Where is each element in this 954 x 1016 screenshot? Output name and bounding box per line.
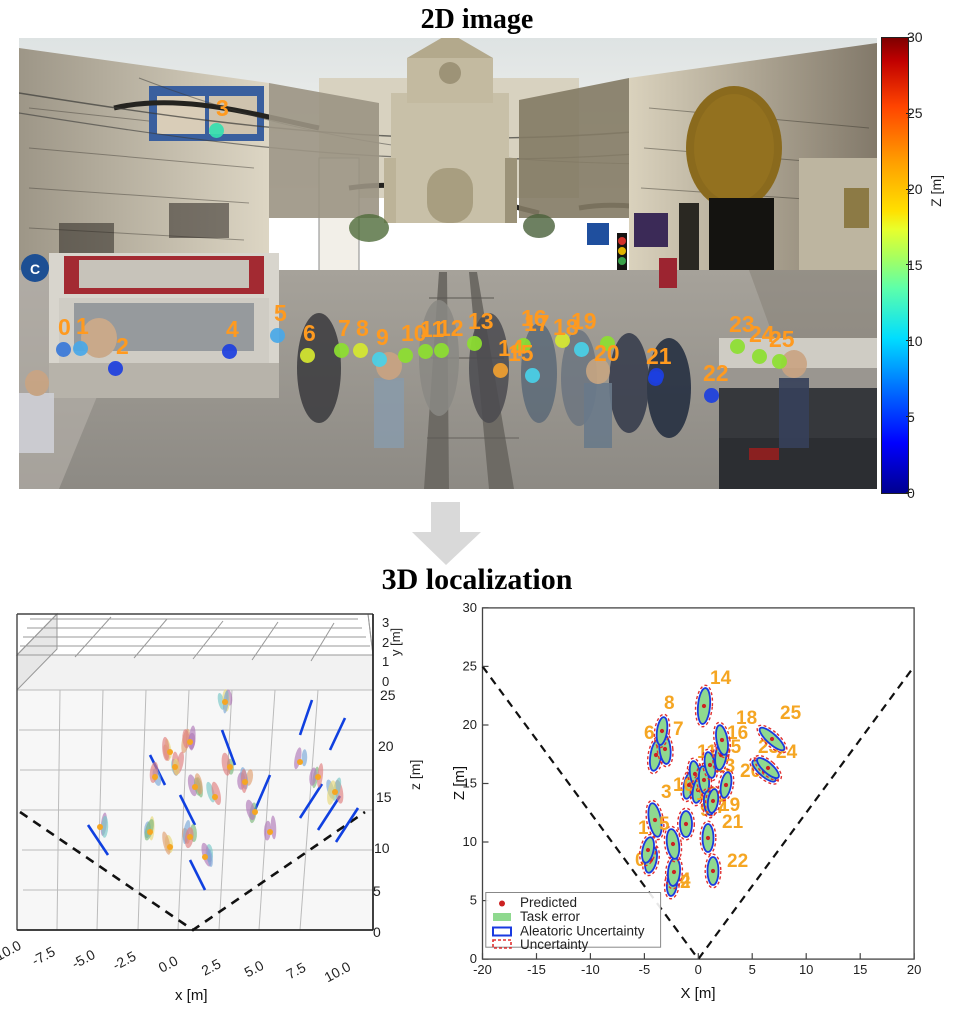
- svg-text:0: 0: [470, 951, 477, 966]
- svg-text:25: 25: [780, 703, 802, 724]
- svg-text:18: 18: [736, 708, 757, 729]
- svg-text:0: 0: [695, 962, 702, 977]
- svg-text:z [m]: z [m]: [407, 760, 423, 790]
- svg-text:-5: -5: [639, 962, 651, 977]
- svg-text:-15: -15: [527, 962, 546, 977]
- svg-text:10: 10: [463, 834, 477, 849]
- svg-text:4: 4: [680, 870, 691, 891]
- svg-text:3: 3: [661, 782, 672, 803]
- svg-text:2.5: 2.5: [199, 955, 224, 978]
- svg-text:10.0: 10.0: [322, 958, 354, 985]
- svg-text:-2.5: -2.5: [110, 948, 139, 974]
- svg-text:6: 6: [644, 723, 655, 744]
- svg-text:10: 10: [799, 962, 813, 977]
- svg-text:Uncertainty: Uncertainty: [520, 937, 589, 952]
- svg-text:-5.0: -5.0: [69, 946, 98, 972]
- svg-text:X [m]: X [m]: [680, 985, 715, 1002]
- svg-text:10: 10: [374, 840, 390, 856]
- svg-text:20: 20: [463, 717, 477, 732]
- svg-text:Predicted: Predicted: [520, 895, 577, 910]
- svg-text:3: 3: [382, 615, 389, 630]
- svg-text:21: 21: [722, 812, 744, 833]
- svg-text:8: 8: [664, 693, 675, 714]
- svg-text:5: 5: [470, 893, 477, 908]
- svg-text:25: 25: [380, 687, 396, 703]
- svg-text:-7.5: -7.5: [29, 943, 58, 969]
- svg-text:5: 5: [373, 883, 381, 899]
- svg-text:Task error: Task error: [520, 909, 581, 924]
- svg-text:0: 0: [373, 924, 381, 940]
- svg-text:7: 7: [673, 719, 684, 740]
- svg-text:15: 15: [853, 962, 867, 977]
- svg-text:20: 20: [378, 738, 394, 754]
- svg-text:Z [m]: Z [m]: [451, 766, 468, 800]
- svg-text:25: 25: [463, 658, 477, 673]
- svg-text:30: 30: [463, 600, 477, 615]
- svg-text:y [m]: y [m]: [388, 628, 403, 656]
- svg-text:22: 22: [727, 851, 748, 872]
- svg-text:14: 14: [710, 668, 732, 689]
- svg-text:0.0: 0.0: [156, 952, 181, 975]
- svg-text:7.5: 7.5: [284, 959, 309, 982]
- svg-text:-10: -10: [581, 962, 600, 977]
- svg-text:15: 15: [376, 789, 392, 805]
- svg-text:20: 20: [907, 962, 921, 977]
- svg-text:5.0: 5.0: [242, 957, 267, 980]
- svg-text:x [m]: x [m]: [175, 987, 208, 1004]
- svg-text:5: 5: [659, 814, 670, 835]
- svg-text:5: 5: [749, 962, 756, 977]
- svg-text:-10.0: -10.0: [0, 937, 24, 966]
